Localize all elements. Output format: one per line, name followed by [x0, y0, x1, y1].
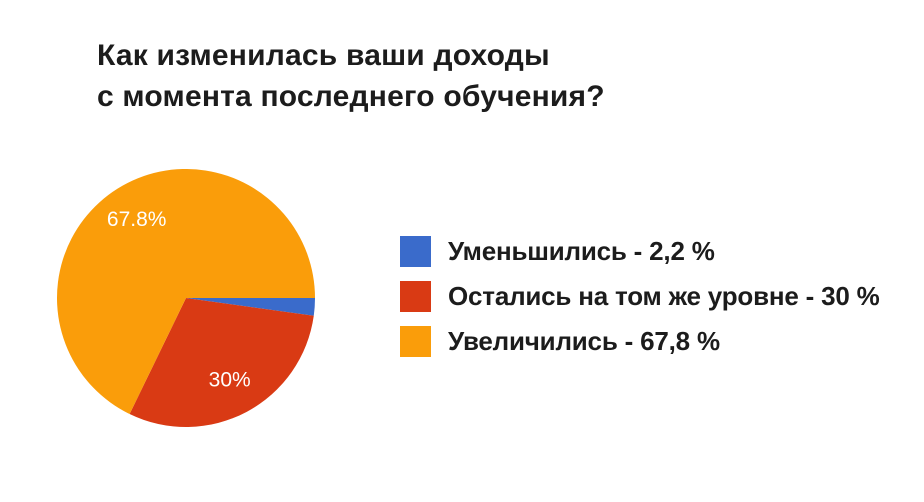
pie-slice-0: [186, 298, 315, 316]
chart-title: Как изменилась ваши доходы с момента пос…: [97, 35, 605, 117]
legend-item-label: Увеличились - 67,8 %: [448, 326, 720, 356]
legend-item-label: Остались на том же уровне - 30 %: [448, 281, 880, 311]
pie-chart: 30% 67.8%: [57, 169, 315, 427]
legend: Уменьшились - 2,2 % Остались на том же у…: [400, 236, 880, 371]
legend-item-label: Уменьшились - 2,2 %: [448, 236, 715, 266]
legend-item: Остались на том же уровне - 30 %: [400, 281, 880, 312]
chart-title-line1: Как изменилась ваши доходы: [97, 39, 550, 72]
pie-slice-label: 30%: [209, 368, 251, 391]
pie-slice-1: [129, 298, 314, 427]
legend-swatch-decreased: [400, 236, 431, 267]
legend-swatch-same-level: [400, 281, 431, 312]
chart-title-line2: с момента последнего обучения?: [97, 80, 605, 113]
legend-item: Увеличились - 67,8 %: [400, 326, 880, 357]
legend-item: Уменьшились - 2,2 %: [400, 236, 880, 267]
pie-slice-label: 67.8%: [107, 208, 167, 231]
legend-swatch-increased: [400, 326, 431, 357]
pie-slice-2: [57, 169, 315, 415]
